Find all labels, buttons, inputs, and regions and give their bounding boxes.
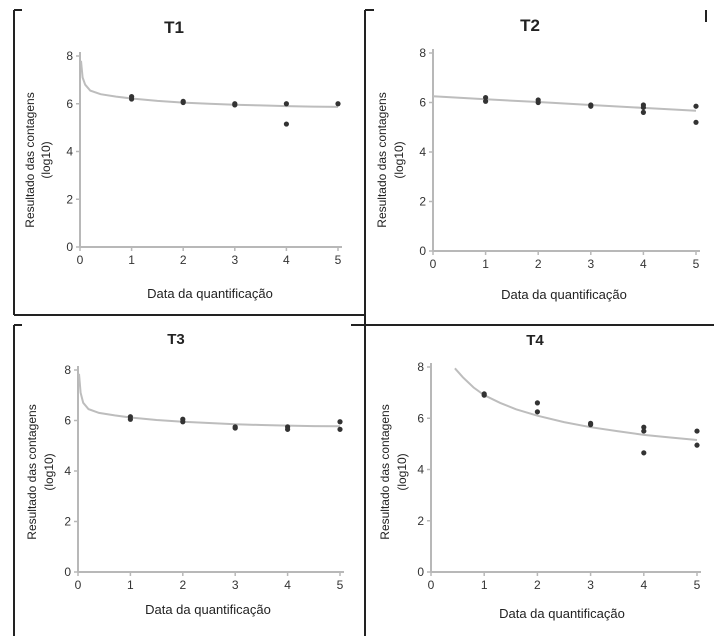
y-tick-label: 4 [66,145,73,159]
y-tick-label: 4 [417,463,424,477]
x-tick-label: 4 [640,578,647,592]
x-tick-label: 4 [284,578,291,592]
data-point [588,422,594,428]
fit-curve [80,60,339,108]
data-point [337,426,343,432]
data-point [232,425,238,431]
x-tick-label: 1 [481,578,488,592]
y-axis-label-line-2: (log10) [39,141,53,178]
y-tick-label: 4 [419,145,426,159]
y-axis-label-line-2: (log10) [395,453,409,490]
chart-panel-t2: T2 Resultado das contagens (log10) Data … [375,16,700,302]
x-tick-label: 0 [75,578,82,592]
data-point [127,416,133,422]
y-tick-label: 8 [66,49,73,63]
data-point [534,409,541,415]
data-point [483,94,489,101]
data-point [694,442,700,448]
data-point [283,121,289,127]
y-tick-label: 6 [419,96,426,110]
data-point [180,99,186,106]
data-point [232,102,238,108]
panel-frames [13,9,714,636]
data-point [641,428,647,434]
x-tick-label: 2 [180,253,187,267]
data-point [641,424,647,430]
x-tick-label: 2 [534,578,541,592]
x-axis-label: Data da quantificação [147,286,273,301]
x-tick-label: 4 [283,253,290,267]
x-tick-label: 0 [77,253,84,267]
x-tick-label: 2 [179,578,186,592]
y-axis-label-line-1: Resultado das contagens [25,404,39,539]
chart-panel-t1: T1 Resultado das contagens (log10) Data … [23,18,342,301]
data-point [694,428,700,434]
y-tick-label: 0 [66,240,73,254]
data-point [693,103,699,109]
fit-curve [432,95,697,112]
fit-curve [78,373,341,428]
chart-panel-t3: T3 Resultado das contagens (log10) Data … [25,331,344,617]
y-tick-label: 0 [417,565,424,579]
x-tick-label: 3 [231,253,238,267]
x-axis-label: Data da quantificação [499,606,625,621]
x-tick-label: 0 [428,578,435,592]
data-point [534,400,541,406]
x-tick-label: 1 [128,253,135,267]
y-axis-label-line-2: (log10) [392,141,406,178]
data-point [283,101,289,107]
data-point [180,419,186,425]
x-tick-label: 2 [535,257,542,271]
x-tick-label: 1 [482,257,489,271]
chart-title: T4 [526,332,544,349]
data-point [535,99,541,106]
y-tick-label: 6 [417,411,424,425]
y-axis-label-line-1: Resultado das contagens [23,92,37,227]
data-point [335,101,341,107]
data-point [483,98,489,104]
chart-title: T2 [520,16,540,35]
y-tick-label: 2 [64,515,71,529]
data-point [481,392,487,398]
y-tick-label: 0 [419,244,426,258]
data-point [693,119,699,125]
chart-title: T1 [164,18,184,37]
x-axis-label: Data da quantificação [501,287,627,302]
y-tick-label: 6 [64,414,71,428]
x-tick-label: 5 [694,578,701,592]
y-axis-label-line-1: Resultado das contagens [375,92,389,227]
x-tick-label: 3 [587,578,594,592]
chart-title: T3 [167,331,185,348]
x-tick-label: 4 [640,257,647,271]
y-tick-label: 2 [66,192,73,206]
data-point [640,104,647,111]
data-point [337,419,343,425]
data-point [129,96,135,102]
y-tick-label: 6 [66,97,73,111]
y-tick-label: 2 [417,514,424,528]
x-tick-label: 1 [127,578,134,592]
data-point [640,109,647,115]
y-tick-label: 4 [64,464,71,478]
x-tick-label: 3 [232,578,239,592]
x-tick-label: 5 [335,253,342,267]
data-point [285,426,291,432]
x-tick-label: 0 [430,257,437,271]
y-tick-label: 0 [64,565,71,579]
y-axis-label-line-2: (log10) [42,453,56,490]
data-point [588,103,594,109]
x-tick-label: 5 [337,578,344,592]
x-tick-label: 5 [693,257,700,271]
chart-panel-t4: T4 Resultado das contagens (log10) Data … [378,332,701,621]
y-tick-label: 8 [64,363,71,377]
y-tick-label: 2 [419,195,426,209]
data-point [641,450,647,456]
x-tick-label: 3 [587,257,594,271]
y-tick-label: 8 [419,46,426,60]
y-axis-label-line-1: Resultado das contagens [378,404,392,539]
fit-curve [454,367,698,441]
x-axis-label: Data da quantificação [145,602,271,617]
y-tick-label: 8 [417,360,424,374]
